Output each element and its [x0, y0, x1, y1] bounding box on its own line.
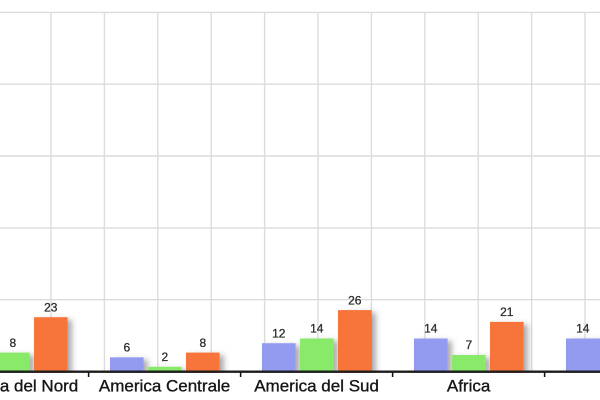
- svg-text:21: 21: [500, 305, 514, 319]
- svg-text:America del Sud: America del Sud: [254, 377, 379, 396]
- svg-text:8: 8: [9, 336, 16, 350]
- svg-text:7: 7: [465, 338, 472, 352]
- svg-text:America del Nord: America del Nord: [0, 377, 78, 396]
- svg-text:8: 8: [199, 336, 206, 350]
- svg-text:12: 12: [272, 326, 286, 340]
- svg-text:14: 14: [310, 322, 324, 336]
- svg-text:Africa: Africa: [447, 377, 491, 396]
- svg-text:26: 26: [348, 293, 362, 307]
- svg-text:14: 14: [576, 322, 590, 336]
- svg-text:6: 6: [123, 341, 130, 355]
- svg-text:14: 14: [424, 322, 438, 336]
- svg-text:2: 2: [161, 350, 168, 364]
- svg-text:23: 23: [44, 300, 58, 314]
- svg-text:America Centrale: America Centrale: [99, 377, 230, 396]
